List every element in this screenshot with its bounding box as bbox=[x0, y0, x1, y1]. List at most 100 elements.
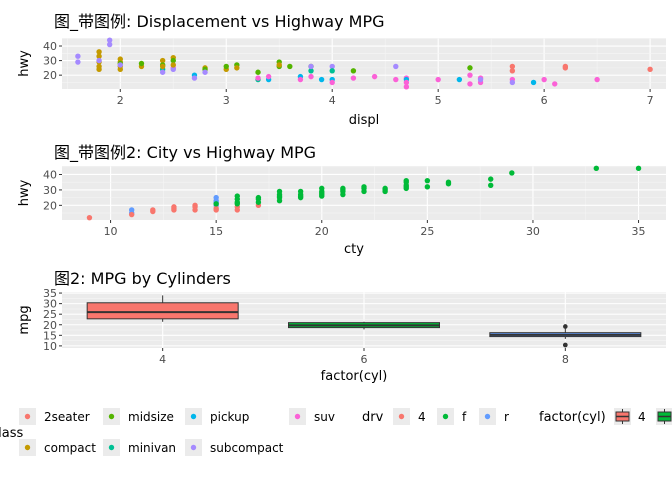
scatter-point bbox=[170, 57, 176, 64]
y-axis-title: mpg bbox=[17, 305, 32, 334]
scatter-point bbox=[75, 59, 81, 65]
scatter-point bbox=[477, 76, 484, 83]
scatter-point bbox=[171, 204, 177, 210]
scatter-point bbox=[403, 79, 410, 86]
scatter-points bbox=[86, 165, 642, 221]
scatter-point bbox=[393, 63, 399, 70]
legend-title: factor(cyl) bbox=[539, 410, 606, 425]
scatter-point bbox=[647, 66, 653, 73]
x-tick-label: 6 bbox=[541, 94, 548, 107]
legend-label: compact bbox=[44, 441, 96, 455]
scatter-point bbox=[255, 194, 262, 201]
scatter-point bbox=[213, 194, 219, 201]
plot-title: 图_带图例2: City vs Highway MPG bbox=[54, 143, 316, 163]
scatter-point bbox=[255, 69, 261, 75]
scatter-point bbox=[276, 62, 282, 68]
scatter-point bbox=[445, 179, 452, 185]
x-tick-label: 10 bbox=[104, 225, 118, 238]
scatter-point bbox=[509, 170, 515, 176]
x-axis-title: cty bbox=[344, 242, 364, 257]
scatter-point bbox=[234, 65, 240, 71]
displacement-vs-highway-plot: 图_带图例: Displacement vs Highway MPG 2 3 4 5 6… bbox=[17, 12, 666, 128]
x-tick-label: 4 bbox=[159, 353, 166, 366]
scatter-point bbox=[234, 193, 240, 199]
scatter-point bbox=[159, 63, 166, 70]
scatter-point bbox=[393, 76, 399, 83]
scatter-point bbox=[128, 207, 135, 213]
legend-label: pickup bbox=[210, 410, 249, 424]
scatter-point bbox=[150, 207, 156, 213]
y-axis-title: hwy bbox=[17, 179, 32, 206]
scatter-point bbox=[329, 68, 335, 74]
scatter-point bbox=[308, 63, 314, 70]
scatter-point bbox=[159, 69, 166, 75]
scatter-point bbox=[117, 62, 123, 68]
scatter-point bbox=[509, 79, 516, 86]
legend-swatch bbox=[294, 413, 301, 420]
x-tick-label: 4 bbox=[329, 94, 336, 107]
scatter-point bbox=[552, 81, 558, 87]
y-tick-label: 40 bbox=[43, 168, 57, 181]
legend-swatch bbox=[484, 413, 491, 420]
box-outlier bbox=[563, 324, 568, 329]
grid-lines bbox=[62, 166, 666, 220]
scatter-point bbox=[329, 79, 335, 86]
scatter-point bbox=[159, 57, 166, 64]
y-tick-label: 20 bbox=[43, 319, 57, 332]
scatter-point bbox=[287, 63, 293, 70]
legend-label: 4 bbox=[418, 410, 426, 424]
scatter-point bbox=[96, 53, 102, 59]
legend-swatch bbox=[398, 413, 405, 420]
scatter-point bbox=[435, 76, 441, 83]
plot-title: 图2: MPG by Cylinders bbox=[54, 269, 231, 288]
scatter-point bbox=[350, 75, 357, 81]
scatter-point bbox=[308, 73, 314, 80]
scatter-point bbox=[192, 202, 198, 209]
city-vs-highway-plot: 图_带图例2: City vs Highway MPG 10 15 20 25 30 35… bbox=[17, 143, 666, 257]
legend-label: suv bbox=[314, 410, 335, 424]
scatter-point bbox=[75, 53, 81, 59]
legend-class: class 2seater compact midsize minivan pickup s… bbox=[0, 408, 335, 456]
scatter-point bbox=[488, 182, 494, 188]
scatter-points bbox=[75, 37, 653, 90]
legend-drv: drv 4 f r bbox=[362, 408, 509, 425]
x-tick-label: 6 bbox=[361, 353, 368, 366]
scatter-point bbox=[530, 79, 537, 86]
scatter-point bbox=[276, 188, 283, 195]
y-axis-title: hwy bbox=[17, 50, 32, 77]
scatter-point bbox=[191, 75, 198, 81]
scatter-point bbox=[308, 68, 314, 74]
x-axis-ticks: 10 15 20 25 30 35 bbox=[104, 220, 646, 238]
scatter-point bbox=[509, 63, 516, 70]
y-tick-label: 40 bbox=[43, 40, 57, 53]
box-marks bbox=[86, 295, 642, 348]
y-tick-label: 35 bbox=[43, 287, 57, 300]
scatter-point bbox=[340, 185, 346, 192]
legend-swatch bbox=[108, 413, 115, 420]
scatter-point bbox=[86, 214, 93, 221]
y-tick-label: 30 bbox=[43, 184, 57, 197]
scatter-point bbox=[467, 72, 473, 78]
legend-swatch bbox=[190, 413, 197, 420]
x-axis-title: displ bbox=[349, 113, 380, 128]
scatter-point bbox=[467, 81, 473, 87]
y-tick-label: 30 bbox=[43, 55, 57, 68]
legend-label: 2seater bbox=[44, 410, 90, 424]
scatter-point bbox=[361, 184, 367, 190]
scatter-point bbox=[213, 205, 219, 212]
legend-label: midsize bbox=[128, 410, 174, 424]
y-tick-label: 30 bbox=[43, 298, 57, 311]
scatter-point bbox=[117, 66, 123, 73]
scatter-point bbox=[106, 37, 113, 43]
scatter-point bbox=[255, 75, 261, 81]
legend-label: f bbox=[462, 410, 467, 424]
scatter-point bbox=[329, 63, 335, 70]
y-tick-label: 10 bbox=[43, 340, 57, 353]
x-tick-label: 8 bbox=[562, 353, 569, 366]
scatter-point bbox=[170, 66, 176, 73]
y-tick-label: 20 bbox=[43, 69, 57, 82]
scatter-point bbox=[319, 185, 325, 192]
